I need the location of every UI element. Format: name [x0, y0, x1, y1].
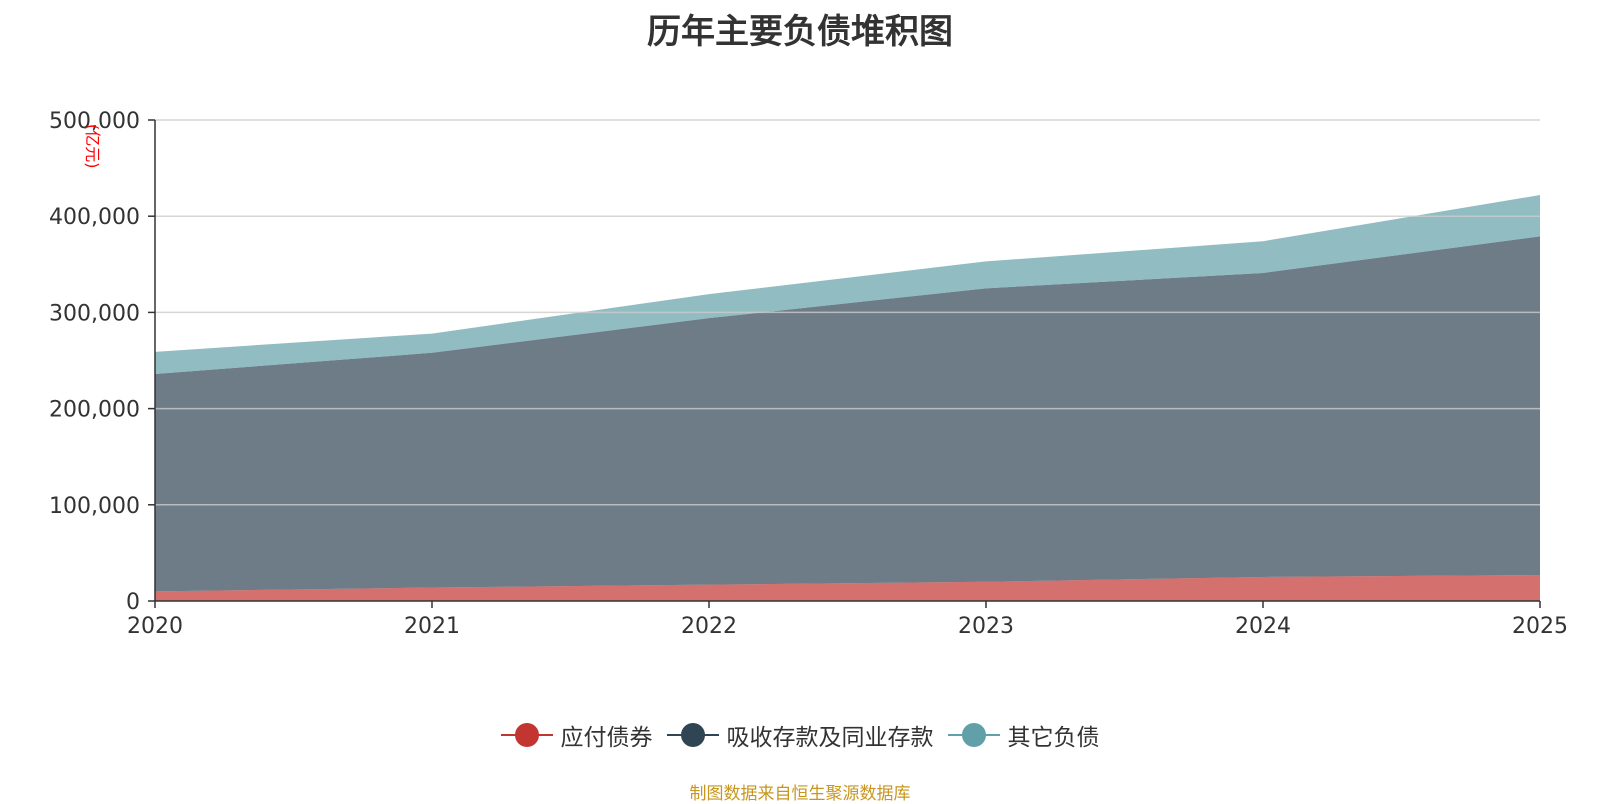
legend-item-bonds[interactable]: 应付债券 [500, 718, 653, 752]
x-tick-label: 2024 [1235, 614, 1291, 639]
legend-label: 其它负债 [1007, 725, 1100, 751]
legend-label: 吸收存款及同业存款 [726, 725, 934, 751]
legend-marker-icon [500, 722, 553, 748]
x-tick-label: 2020 [127, 614, 183, 639]
area-series-1 [155, 236, 1540, 592]
x-tick-label: 2022 [681, 614, 737, 639]
legend-marker-icon [666, 722, 719, 748]
y-tick-label: 500,000 [49, 109, 140, 134]
chart-title: 历年主要负债堆积图 [647, 12, 953, 52]
legend: 应付债券 吸收存款及同业存款 其它负债 [0, 718, 1600, 752]
x-tick-label: 2025 [1512, 614, 1568, 639]
x-tick-label: 2023 [958, 614, 1014, 639]
x-tick-label: 2021 [404, 614, 460, 639]
legend-item-deposits[interactable]: 吸收存款及同业存款 [666, 718, 934, 752]
y-tick-label: 300,000 [49, 301, 140, 326]
area-series-0 [155, 575, 1540, 601]
area-series-2 [155, 195, 1540, 374]
y-tick-label: 100,000 [49, 494, 140, 519]
y-tick-label: 400,000 [49, 205, 140, 230]
source-footnote: 制图数据来自恒生聚源数据库 [689, 784, 911, 804]
y-axis-unit-label: (亿元) [83, 124, 102, 169]
legend-item-other[interactable]: 其它负债 [947, 718, 1100, 752]
legend-marker-icon [947, 722, 1000, 748]
legend-label: 应付债券 [560, 725, 653, 751]
y-tick-label: 200,000 [49, 398, 140, 423]
y-tick-label: 0 [126, 590, 140, 615]
